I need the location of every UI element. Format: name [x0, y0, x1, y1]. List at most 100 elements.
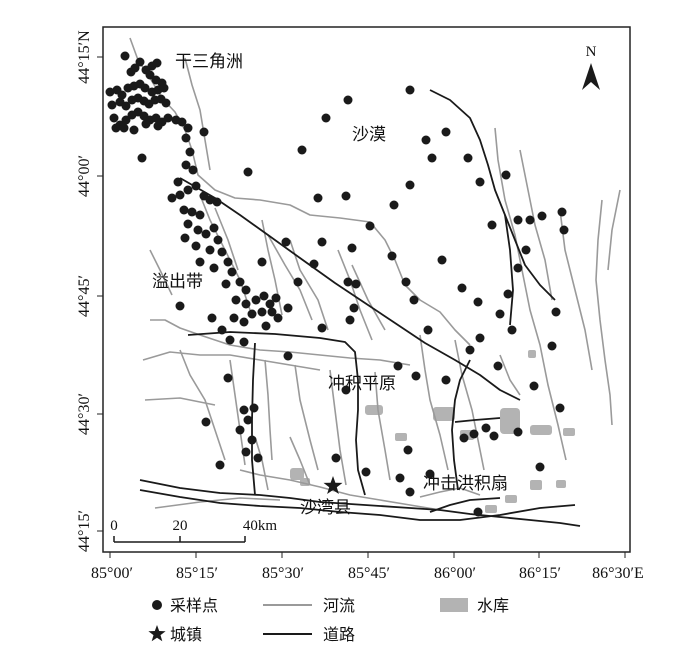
sample-point [193, 225, 203, 235]
sample-point [175, 301, 185, 311]
sample-point [212, 197, 222, 207]
sample-point [235, 425, 245, 435]
sample-point [465, 345, 475, 355]
sample-point [365, 221, 375, 231]
sample-point [207, 313, 217, 323]
sample-point [209, 223, 219, 233]
sample-point [395, 473, 405, 483]
sample-point [405, 180, 415, 190]
legend: 采样点 河流 水库 城镇 道路 [148, 596, 509, 644]
x-tick-labels: 85°00′ 85°15′ 85°30′ 85°45′ 86°00′ 86°15… [91, 565, 644, 582]
sample-point [241, 285, 251, 295]
sample-point [489, 431, 499, 441]
sample-point [191, 241, 201, 251]
x-tick-label: 86°00′ [434, 565, 476, 582]
legend-label: 河流 [323, 596, 355, 615]
sample-point [179, 205, 189, 215]
sample-point [181, 133, 191, 143]
sample-point [409, 295, 419, 305]
sample-point [403, 445, 413, 455]
sample-point [105, 87, 115, 97]
sample-point [259, 291, 269, 301]
sample-point [349, 303, 359, 313]
sample-point [293, 277, 303, 287]
sample-point [331, 453, 341, 463]
sample-point [183, 219, 193, 229]
x-tick-label: 85°45′ [348, 565, 390, 582]
sample-point [529, 381, 539, 391]
sample-point [281, 237, 291, 247]
x-tick-label: 85°15′ [176, 565, 218, 582]
gray-block-icon [440, 598, 468, 612]
sample-point [120, 51, 130, 61]
sample-point [205, 245, 215, 255]
sample-point [181, 160, 191, 170]
sample-point [180, 233, 190, 243]
sample-point [273, 313, 283, 323]
legend-label: 水库 [477, 596, 509, 615]
sample-point [121, 115, 131, 125]
sample-point [473, 297, 483, 307]
sample-point [423, 325, 433, 335]
sample-point [191, 181, 201, 191]
sample-point [247, 309, 257, 319]
y-tick-label: 44°00′ [76, 155, 93, 197]
y-tick-label: 44°45′ [76, 275, 93, 317]
legend-label: 道路 [323, 625, 355, 644]
tick-marks [97, 56, 626, 558]
sample-point [537, 211, 547, 221]
sample-point [195, 257, 205, 267]
star-icon [148, 625, 166, 642]
sample-point [163, 113, 173, 123]
x-tick-label: 85°00′ [91, 565, 133, 582]
sample-point [493, 361, 503, 371]
sample-point [283, 303, 293, 313]
sample-point [241, 299, 251, 309]
sample-point [321, 113, 331, 123]
label-overflow: 溢出带 [152, 272, 203, 292]
north-arrow-icon: N [582, 44, 600, 90]
sample-point [521, 245, 531, 255]
sample-point [317, 237, 327, 247]
sample-point [341, 385, 351, 395]
sample-point [130, 63, 140, 73]
sample-point [243, 415, 253, 425]
sample-point [393, 361, 403, 371]
sample-point [343, 95, 353, 105]
y-tick-label: 44°30′ [76, 393, 93, 435]
legend-item-reservoir: 水库 [440, 596, 509, 615]
sample-point [201, 229, 211, 239]
sample-point [231, 295, 241, 305]
sample-point [441, 375, 451, 385]
sample-point [121, 101, 131, 111]
label-fan: 冲击洪积扇 [423, 474, 508, 494]
sample-point [513, 215, 523, 225]
sample-point [223, 373, 233, 383]
sample-point [107, 100, 117, 110]
sample-point [343, 277, 353, 287]
sample-point [547, 341, 557, 351]
sample-point [241, 447, 251, 457]
sample-point [495, 309, 505, 319]
sample-point [159, 83, 169, 93]
sample-point [441, 127, 451, 137]
sample-point [205, 195, 215, 205]
sample-point [247, 435, 257, 445]
sample-point [405, 85, 415, 95]
sample-point [507, 325, 517, 335]
sample-point [459, 433, 469, 443]
sample-point [119, 123, 129, 133]
sample-point [513, 263, 523, 273]
x-tick-label: 86°30′E [592, 565, 644, 582]
sample-point [251, 295, 261, 305]
sample-point [457, 283, 467, 293]
sample-point [229, 313, 239, 323]
sample-point [481, 423, 491, 433]
sample-point [239, 337, 249, 347]
sample-point [345, 315, 355, 325]
sample-point [267, 307, 277, 317]
sample-point [361, 467, 371, 477]
sample-point [215, 460, 225, 470]
sample-point [227, 267, 237, 277]
town-star-icon [323, 476, 343, 494]
